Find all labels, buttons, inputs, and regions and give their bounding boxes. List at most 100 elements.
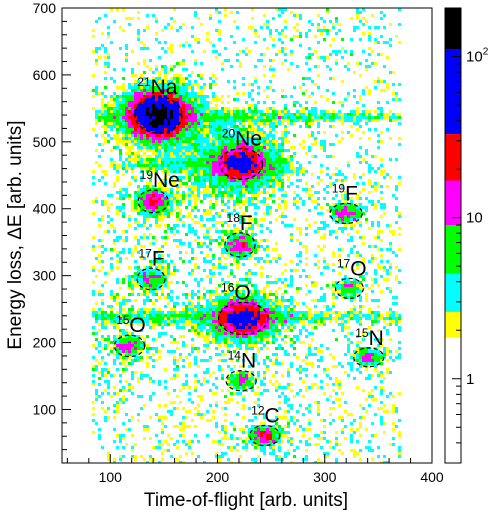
heat-cell xyxy=(266,365,269,368)
heat-cell xyxy=(182,86,185,89)
heat-cell xyxy=(134,80,137,83)
heat-cell xyxy=(248,332,251,335)
heat-cell xyxy=(209,128,212,131)
heat-cell xyxy=(173,170,176,173)
heat-cell xyxy=(218,266,221,269)
heat-cell xyxy=(194,308,197,311)
heat-cell xyxy=(185,233,188,236)
heat-cell xyxy=(152,326,155,329)
heat-cell xyxy=(215,167,218,170)
heat-cell xyxy=(179,455,182,458)
heat-cell xyxy=(146,128,149,131)
heat-cell xyxy=(146,197,149,200)
heat-cell xyxy=(221,278,224,281)
heat-cell xyxy=(176,347,179,350)
heat-cell xyxy=(257,338,260,341)
heat-cell xyxy=(221,122,224,125)
heat-cell xyxy=(98,314,101,317)
heat-cell xyxy=(311,326,314,329)
heat-cell xyxy=(173,443,176,446)
heat-cell xyxy=(236,302,239,305)
heat-cell xyxy=(218,293,221,296)
heat-cell xyxy=(257,317,260,320)
heat-cell xyxy=(158,323,161,326)
heat-cell xyxy=(290,236,293,239)
heat-cell xyxy=(245,383,248,386)
heat-cell xyxy=(179,317,182,320)
heat-cell xyxy=(134,95,137,98)
heat-cell xyxy=(185,92,188,95)
heat-cell xyxy=(122,281,125,284)
heat-cell xyxy=(101,113,104,116)
heat-cell xyxy=(164,92,167,95)
heat-cell xyxy=(293,218,296,221)
heat-cell xyxy=(161,203,164,206)
heat-cell xyxy=(233,134,236,137)
heat-cell xyxy=(269,113,272,116)
heat-cell xyxy=(260,329,263,332)
heat-cell xyxy=(170,116,173,119)
heat-cell xyxy=(155,113,158,116)
heat-cell xyxy=(290,416,293,419)
heat-cell xyxy=(122,110,125,113)
heat-cell xyxy=(239,230,242,233)
heat-cell xyxy=(287,224,290,227)
heat-cell xyxy=(149,194,152,197)
heat-cell xyxy=(236,188,239,191)
heat-cell xyxy=(143,341,146,344)
heat-cell xyxy=(170,299,173,302)
heat-cell xyxy=(236,281,239,284)
heat-cell xyxy=(107,416,110,419)
heat-cell xyxy=(167,113,170,116)
heat-cell xyxy=(101,260,104,263)
heat-cell xyxy=(248,119,251,122)
heat-cell xyxy=(230,119,233,122)
heat-cell xyxy=(182,158,185,161)
heat-cell xyxy=(188,392,191,395)
heat-cell xyxy=(251,377,254,380)
heat-cell xyxy=(296,269,299,272)
heat-cell xyxy=(248,419,251,422)
heat-cell xyxy=(158,275,161,278)
heat-cell xyxy=(146,275,149,278)
heat-cell xyxy=(278,362,281,365)
heat-cell xyxy=(227,323,230,326)
heat-cell xyxy=(146,65,149,68)
heat-cell xyxy=(212,440,215,443)
heat-cell xyxy=(155,206,158,209)
heat-cell xyxy=(101,314,104,317)
heat-cell xyxy=(311,119,314,122)
heat-cell xyxy=(257,431,260,434)
heat-cell xyxy=(167,101,170,104)
heat-cell xyxy=(194,164,197,167)
heat-cell xyxy=(269,119,272,122)
heat-cell xyxy=(182,137,185,140)
heat-cell xyxy=(164,134,167,137)
heat-cell xyxy=(167,95,170,98)
heat-cell xyxy=(290,53,293,56)
heat-cell xyxy=(194,374,197,377)
heat-cell xyxy=(287,419,290,422)
heat-cell xyxy=(176,113,179,116)
heat-cell xyxy=(233,437,236,440)
heat-cell xyxy=(233,80,236,83)
heat-cell xyxy=(263,362,266,365)
heat-cell xyxy=(92,413,95,416)
heat-cell xyxy=(239,248,242,251)
heat-cell xyxy=(218,38,221,41)
heat-cell xyxy=(143,140,146,143)
heat-cell xyxy=(275,158,278,161)
heat-cell xyxy=(233,224,236,227)
heat-cell xyxy=(95,47,98,50)
heat-cell xyxy=(308,386,311,389)
heat-cell xyxy=(302,320,305,323)
heat-cell xyxy=(194,329,197,332)
heat-cell xyxy=(143,437,146,440)
heat-cell xyxy=(155,86,158,89)
heat-cell xyxy=(299,329,302,332)
heat-cell xyxy=(263,239,266,242)
heat-cell xyxy=(251,341,254,344)
heat-cell xyxy=(182,242,185,245)
heat-cell xyxy=(140,314,143,317)
heat-cell xyxy=(266,152,269,155)
